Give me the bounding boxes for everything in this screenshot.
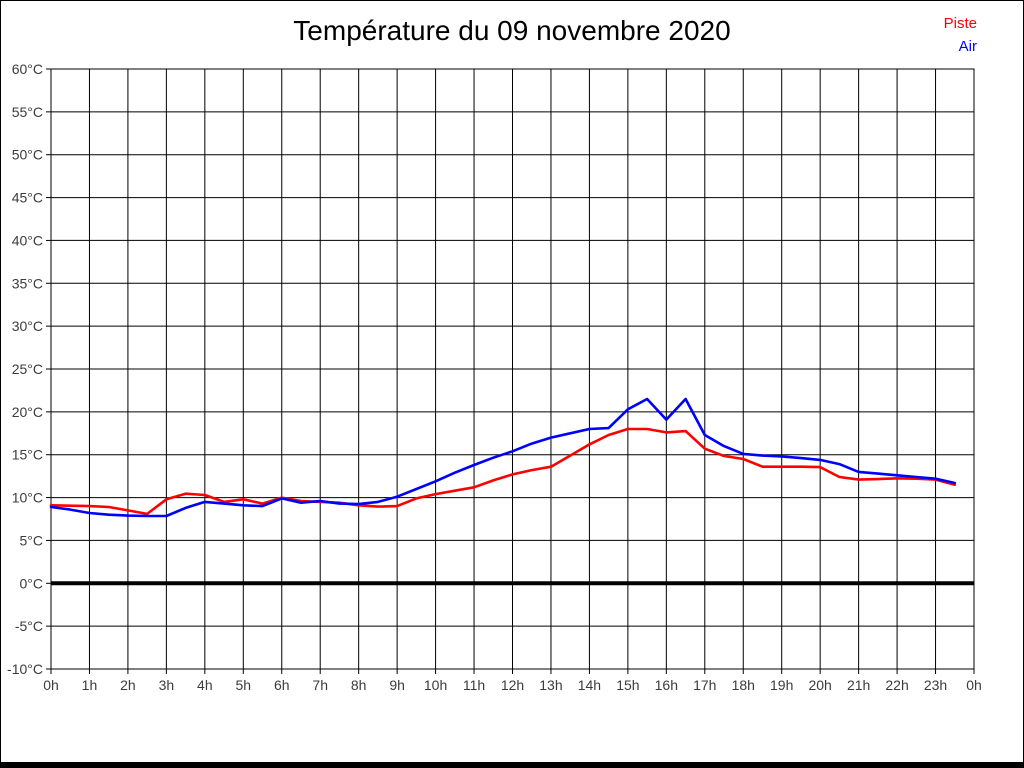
svg-text:13h: 13h	[539, 677, 562, 693]
svg-text:45°C: 45°C	[12, 190, 43, 206]
svg-text:-10°C: -10°C	[7, 661, 43, 677]
legend-label-piste: Piste	[943, 15, 977, 32]
legend-label-air: Air	[958, 38, 977, 55]
svg-text:21h: 21h	[847, 677, 870, 693]
svg-text:3h: 3h	[159, 677, 175, 693]
svg-text:12h: 12h	[501, 677, 524, 693]
svg-text:7h: 7h	[312, 677, 328, 693]
svg-text:0h: 0h	[966, 677, 982, 693]
svg-text:14h: 14h	[578, 677, 601, 693]
svg-text:5°C: 5°C	[20, 532, 44, 548]
svg-text:55°C: 55°C	[12, 104, 43, 120]
svg-text:10h: 10h	[424, 677, 447, 693]
legend: Piste Air	[944, 12, 977, 58]
svg-text:35°C: 35°C	[12, 275, 43, 291]
svg-text:15h: 15h	[616, 677, 639, 693]
svg-text:0h: 0h	[43, 677, 59, 693]
svg-text:0°C: 0°C	[20, 575, 44, 591]
svg-text:9h: 9h	[389, 677, 405, 693]
svg-text:15°C: 15°C	[12, 447, 43, 463]
svg-text:40°C: 40°C	[12, 232, 43, 248]
svg-text:1h: 1h	[82, 677, 98, 693]
legend-item-air: Air	[944, 35, 977, 58]
bottom-border-bar	[1, 762, 1023, 767]
svg-text:5h: 5h	[236, 677, 252, 693]
svg-text:17h: 17h	[693, 677, 716, 693]
svg-text:60°C: 60°C	[12, 61, 43, 77]
svg-text:19h: 19h	[770, 677, 793, 693]
svg-text:4h: 4h	[197, 677, 213, 693]
svg-text:22h: 22h	[885, 677, 908, 693]
svg-text:23h: 23h	[924, 677, 947, 693]
svg-text:8h: 8h	[351, 677, 367, 693]
svg-text:16h: 16h	[655, 677, 678, 693]
svg-text:25°C: 25°C	[12, 361, 43, 377]
legend-item-piste: Piste	[944, 12, 977, 35]
chart-title: Température du 09 novembre 2020	[293, 15, 731, 46]
svg-text:18h: 18h	[732, 677, 755, 693]
svg-text:20°C: 20°C	[12, 404, 43, 420]
svg-text:50°C: 50°C	[12, 147, 43, 163]
svg-text:-5°C: -5°C	[15, 618, 43, 634]
svg-text:30°C: 30°C	[12, 318, 43, 334]
svg-text:6h: 6h	[274, 677, 290, 693]
svg-text:11h: 11h	[463, 677, 485, 693]
svg-text:20h: 20h	[808, 677, 831, 693]
svg-text:10°C: 10°C	[12, 490, 43, 506]
svg-text:2h: 2h	[120, 677, 136, 693]
